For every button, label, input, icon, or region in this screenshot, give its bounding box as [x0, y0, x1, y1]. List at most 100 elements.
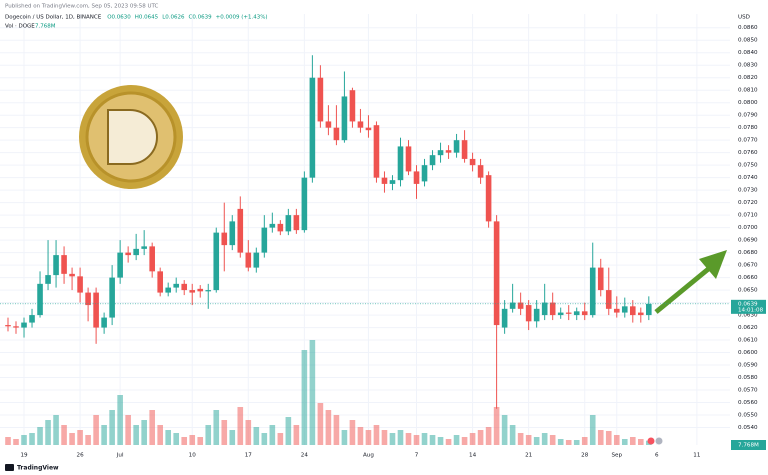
- candle-body: [413, 171, 420, 184]
- y-tick-label: 0.0840: [738, 50, 758, 56]
- candle-body: [629, 306, 636, 316]
- candle-body: [21, 322, 27, 328]
- volume-bar: [541, 433, 548, 445]
- y-tick-label: 0.0750: [738, 163, 758, 169]
- candle-body: [605, 290, 612, 309]
- volume-bar: [389, 433, 396, 445]
- candle-body: [53, 255, 59, 276]
- last-price-badge: [731, 299, 766, 314]
- candle-body: [405, 146, 412, 172]
- volume-bar: [325, 410, 332, 445]
- x-tick-label: 14: [469, 453, 477, 459]
- candle-body: [269, 223, 276, 228]
- volume-bar: [509, 425, 516, 445]
- volume-bar: [333, 415, 340, 445]
- candle-body: [301, 177, 308, 231]
- volume-bar: [149, 410, 155, 445]
- volume-bar: [437, 437, 444, 445]
- candle-body: [477, 165, 484, 178]
- arrow-head: [699, 250, 727, 279]
- volume-bar: [549, 435, 556, 445]
- doge-logo: [79, 85, 183, 189]
- volume-bar: [613, 435, 620, 445]
- volume-bar: [13, 439, 19, 445]
- candle-body: [277, 223, 284, 232]
- candle-body: [373, 125, 380, 178]
- candle-body: [181, 283, 188, 291]
- volume-badge: [731, 440, 766, 450]
- volume-bar: [445, 439, 452, 445]
- candle-body: [525, 305, 532, 322]
- volume-bar: [477, 430, 484, 445]
- y-tick-label: 0.0810: [738, 88, 758, 94]
- candle-body: [501, 308, 508, 328]
- y-tick-label: 0.0760: [738, 150, 758, 156]
- y-tick-label: 0.0590: [738, 363, 758, 369]
- candle-body: [149, 246, 155, 272]
- volume-bar: [621, 439, 628, 445]
- candle-body: [613, 308, 620, 313]
- candle-body: [69, 273, 75, 277]
- volume-bar: [525, 435, 532, 445]
- y-tick-label: 0.0560: [738, 400, 758, 406]
- candle-body: [5, 325, 11, 327]
- volume-bar: [461, 437, 468, 445]
- volume-bar: [269, 425, 276, 445]
- y-tick-label: 0.0700: [738, 225, 758, 231]
- volume-bar: [349, 420, 356, 445]
- candle-body: [381, 177, 388, 184]
- brand-logo: [5, 464, 14, 471]
- candle-body: [333, 127, 340, 141]
- candle-body: [245, 252, 252, 268]
- volume-bar: [69, 433, 75, 445]
- y-tick-label: 0.0610: [738, 338, 758, 344]
- volume-bar: [77, 430, 83, 445]
- volume-bar: [85, 435, 91, 445]
- volume-label: Vol · DOGE: [5, 24, 35, 30]
- candle-body: [597, 267, 604, 291]
- candle-body: [197, 288, 204, 292]
- volume-value: 7.768M: [35, 24, 56, 30]
- volume-bar: [221, 420, 228, 445]
- volume-bar: [565, 440, 572, 445]
- candle-body: [646, 303, 652, 316]
- y-tick-label: 0.0690: [738, 238, 758, 244]
- candle-body: [445, 150, 452, 153]
- candle-body: [493, 221, 500, 326]
- volume-bar: [285, 417, 292, 445]
- volume-bar: [469, 433, 476, 445]
- candle-body: [117, 252, 123, 278]
- x-tick-label: 17: [245, 453, 253, 459]
- ohlc-value: H0.0645: [135, 15, 159, 21]
- candle-body: [253, 252, 260, 268]
- volume-bar: [61, 425, 67, 445]
- volume-bar: [357, 427, 364, 445]
- y-tick-label: 0.0710: [738, 213, 758, 219]
- volume-bar: [21, 435, 27, 445]
- volume-bar: [453, 435, 460, 445]
- countdown: 14:01:08: [738, 307, 764, 313]
- volume-bar: [557, 439, 564, 445]
- y-tick-label: 0.0680: [738, 250, 758, 256]
- candle-body: [349, 90, 356, 122]
- y-tick-label: 0.0660: [738, 275, 758, 281]
- x-tick-label: 19: [20, 453, 28, 459]
- grid: [0, 14, 730, 445]
- candle-body: [189, 290, 196, 293]
- candle-body: [341, 96, 348, 141]
- volume-bar: [237, 407, 244, 445]
- symbol: Dogecoin / US Dollar, 1D, BINANCE: [5, 15, 102, 21]
- y-tick-label: 0.0570: [738, 388, 758, 394]
- volume-bar: [405, 433, 412, 445]
- x-tick-label: Aug: [363, 453, 374, 459]
- ohlc-value: O0.0630: [107, 15, 131, 21]
- volume-bar: [37, 427, 43, 445]
- volume-bar: [101, 425, 107, 445]
- volume-bar: [277, 433, 284, 445]
- x-tick-label: Sep: [611, 453, 622, 459]
- y-tick-label: 0.0850: [738, 38, 758, 44]
- candle-body: [565, 312, 572, 314]
- volume-bar: [109, 410, 115, 445]
- candle-body: [437, 150, 444, 156]
- volume-bar: [365, 430, 372, 445]
